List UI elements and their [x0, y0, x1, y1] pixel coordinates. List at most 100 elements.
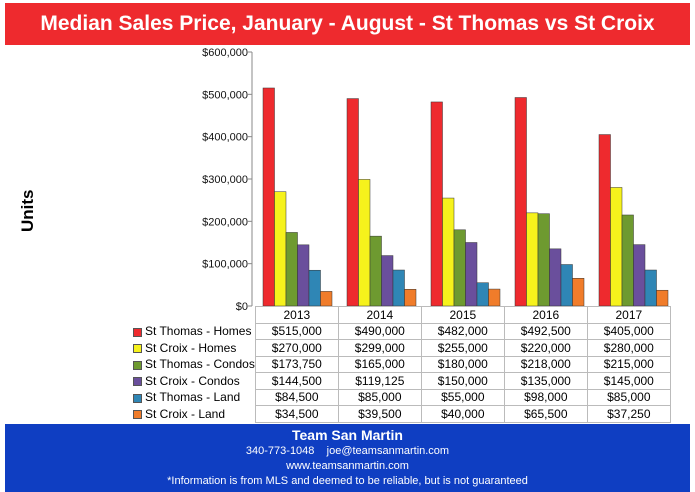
bar	[610, 187, 623, 307]
bar	[560, 264, 573, 307]
bar	[549, 248, 562, 307]
table-cell: $270,000	[254, 339, 339, 357]
table-cell: $85,000	[337, 388, 422, 406]
table-row: St Croix - Land $34,500 $39,500 $40,000 $65,…	[131, 405, 671, 423]
series-name: St Croix - Land	[145, 406, 226, 421]
table-corner	[131, 307, 255, 324]
bar	[644, 269, 657, 307]
table-cell: $37,250	[586, 405, 671, 423]
legend-entry: St Croix - Condos	[131, 372, 256, 389]
website-link[interactable]: www.teamsanmartin.com	[286, 460, 409, 472]
y-tick-label: $300,000	[202, 174, 248, 186]
bar	[514, 97, 527, 307]
bar	[369, 235, 382, 307]
table-cell: $173,750	[254, 355, 339, 373]
bar	[621, 214, 634, 307]
series-name: St Croix - Condos	[145, 373, 240, 388]
data-table: 2013 2014 2015 2016 2017 St Thomas - Homes $51…	[131, 306, 671, 423]
bar	[430, 101, 443, 307]
table-row: St Croix - Homes $270,000 $299,000 $255,000…	[131, 339, 671, 357]
table-cell: $119,125	[337, 372, 422, 390]
bar	[308, 269, 321, 307]
bar	[358, 179, 371, 307]
bar	[285, 232, 298, 307]
table-cell: $84,500	[254, 388, 339, 406]
table-cell: $144,500	[254, 372, 339, 390]
legend-swatch	[133, 327, 142, 337]
table-cell: $405,000	[586, 322, 671, 340]
bar	[598, 134, 611, 307]
legend-swatch	[133, 393, 142, 403]
bar	[346, 98, 359, 307]
legend-swatch	[133, 410, 142, 420]
series-name: St Thomas - Land	[145, 390, 241, 405]
table-cell: $150,000	[420, 372, 505, 390]
table-cell: $490,000	[337, 322, 422, 340]
table-cell: $55,000	[420, 388, 505, 406]
bar	[476, 282, 489, 307]
table-cell: $215,000	[586, 355, 671, 373]
company-name: Team San Martin	[292, 427, 403, 443]
series-name: St Thomas - Condos	[145, 357, 255, 372]
bar	[442, 197, 455, 307]
legend-swatch	[133, 360, 142, 370]
category-label: 2015	[420, 306, 505, 324]
legend-entry: St Croix - Homes	[131, 339, 256, 356]
table-cell: $165,000	[337, 355, 422, 373]
y-tick-label: $200,000	[202, 216, 248, 228]
table-cell: $34,500	[254, 405, 339, 423]
series-name: St Croix - Homes	[145, 340, 237, 355]
table-cell: $220,000	[503, 339, 588, 357]
table-cell: $40,000	[420, 405, 505, 423]
y-tick-label: $400,000	[202, 132, 248, 144]
table-row: St Thomas - Condos $173,750 $165,000 $180,0…	[131, 355, 671, 373]
legend-entry: St Croix - Land	[131, 405, 256, 422]
bar	[572, 278, 585, 307]
category-label: 2013	[254, 306, 339, 324]
bar	[404, 289, 417, 307]
bar	[392, 269, 405, 307]
table-row: St Thomas - Land $84,500 $85,000 $55,000 $98…	[131, 388, 671, 406]
y-tick-label: $100,000	[202, 259, 248, 271]
chart-title: Median Sales Price, January - August - S…	[5, 3, 690, 45]
series-name: St Thomas - Homes	[145, 324, 252, 339]
bar	[320, 291, 333, 307]
table-cell: $39,500	[337, 405, 422, 423]
category-label: 2014	[337, 306, 422, 324]
bar	[633, 244, 646, 307]
email-link[interactable]: joe@teamsanmartin.com	[326, 445, 450, 457]
table-cell: $65,500	[503, 405, 588, 423]
table-cell: $98,000	[503, 388, 588, 406]
table-cell: $482,000	[420, 322, 505, 340]
bar	[537, 213, 550, 307]
legend-entry: St Thomas - Land	[131, 389, 256, 406]
table-cell: $515,000	[254, 322, 339, 340]
table-row: St Thomas - Homes $515,000 $490,000 $482,00…	[131, 322, 671, 340]
bar	[274, 191, 287, 307]
table-cell: $255,000	[420, 339, 505, 357]
table-cell: $145,000	[586, 372, 671, 390]
table-cell: $135,000	[503, 372, 588, 390]
table-cell: $180,000	[420, 355, 505, 373]
bar	[453, 229, 466, 307]
y-tick-label: $500,000	[202, 89, 248, 101]
phone: 340-773-1048	[245, 445, 315, 457]
category-label: 2017	[586, 306, 671, 324]
bar	[656, 289, 669, 307]
bar	[297, 244, 310, 307]
bar	[526, 212, 539, 307]
table-cell: $218,000	[503, 355, 588, 373]
legend-swatch	[133, 377, 142, 387]
table-cell: $85,000	[586, 388, 671, 406]
bar	[488, 288, 501, 307]
bar	[465, 242, 478, 307]
table-cell: $280,000	[586, 339, 671, 357]
table-cell: $299,000	[337, 339, 422, 357]
table-row: St Croix - Condos $144,500 $119,125 $150,00…	[131, 372, 671, 390]
legend-entry: St Thomas - Homes	[131, 323, 256, 340]
category-label: 2016	[503, 306, 588, 324]
y-tick-label: $0	[236, 301, 248, 313]
legend-entry: St Thomas - Condos	[131, 356, 256, 373]
bar	[262, 87, 275, 307]
disclaimer: *Information is from MLS and deemed to b…	[167, 475, 528, 487]
